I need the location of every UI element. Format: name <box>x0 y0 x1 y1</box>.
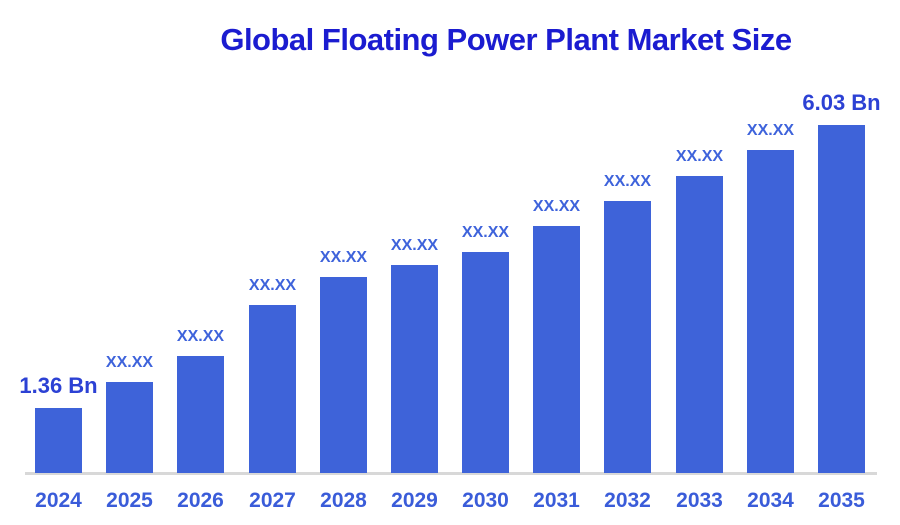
bar <box>391 265 438 473</box>
bar-value-label: XX.XX <box>319 249 368 266</box>
bar-value-label: XX.XX <box>532 198 581 215</box>
x-axis-tick-label: 2027 <box>249 489 296 512</box>
bar <box>249 305 296 473</box>
x-axis-tick-label: 2028 <box>320 489 367 512</box>
bar <box>462 252 509 473</box>
x-axis-tick-label: 2026 <box>177 489 224 512</box>
bar-value-label: XX.XX <box>675 148 724 165</box>
x-axis-tick-label: 2035 <box>818 489 865 512</box>
x-axis-tick-label: 2030 <box>462 489 509 512</box>
x-axis-tick-label: 2032 <box>604 489 651 512</box>
bar-value-label: XX.XX <box>248 277 297 294</box>
x-axis-tick-label: 2031 <box>533 489 580 512</box>
bar-value-label: XX.XX <box>603 173 652 190</box>
bar-value-label: XX.XX <box>390 237 439 254</box>
bar <box>177 356 224 473</box>
bar <box>818 125 865 473</box>
bar-value-label: XX.XX <box>176 328 225 345</box>
bar-value-label: 1.36 Bn <box>19 373 98 398</box>
x-axis-line <box>25 472 877 475</box>
bar <box>676 176 723 473</box>
bar <box>106 382 153 473</box>
x-axis-tick-label: 2033 <box>676 489 723 512</box>
x-axis-tick-label: 2024 <box>35 489 82 512</box>
bar <box>320 277 367 473</box>
x-axis-tick-label: 2029 <box>391 489 438 512</box>
bar-value-label: XX.XX <box>105 354 154 371</box>
bar <box>604 201 651 473</box>
chart-title: Global Floating Power Plant Market Size <box>220 22 792 57</box>
x-axis-tick-label: 2025 <box>106 489 153 512</box>
bar <box>35 408 82 473</box>
x-axis-tick-label: 2034 <box>747 489 794 512</box>
bar-value-label: XX.XX <box>461 224 510 241</box>
bar <box>533 226 580 473</box>
bar-value-label: 6.03 Bn <box>802 90 881 115</box>
bar <box>747 150 794 473</box>
bar-value-label: XX.XX <box>746 122 795 139</box>
